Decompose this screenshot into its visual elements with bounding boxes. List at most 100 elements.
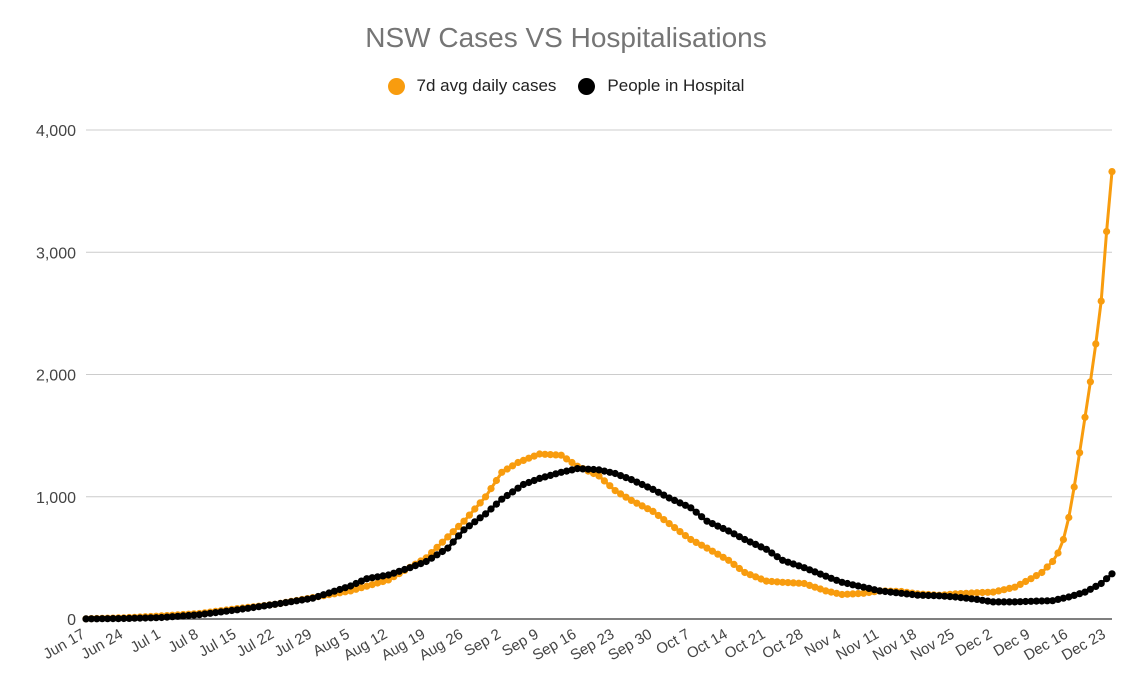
data-point[interactable] bbox=[1081, 413, 1089, 421]
data-point[interactable] bbox=[714, 522, 722, 530]
data-point[interactable] bbox=[271, 600, 279, 608]
data-point[interactable] bbox=[654, 488, 663, 496]
data-point[interactable] bbox=[714, 550, 722, 558]
data-point[interactable] bbox=[487, 505, 495, 513]
data-point[interactable] bbox=[190, 611, 198, 619]
data-point[interactable] bbox=[995, 598, 1003, 606]
data-point[interactable] bbox=[536, 474, 544, 482]
data-point[interactable] bbox=[541, 473, 549, 481]
data-point[interactable] bbox=[660, 516, 668, 524]
data-point[interactable] bbox=[525, 454, 533, 462]
data-point[interactable] bbox=[347, 582, 355, 590]
data-point[interactable] bbox=[114, 615, 122, 623]
data-point[interactable] bbox=[228, 606, 236, 615]
data-point[interactable] bbox=[163, 613, 171, 621]
data-point[interactable] bbox=[482, 510, 490, 518]
data-point[interactable] bbox=[681, 501, 690, 509]
data-point[interactable] bbox=[644, 483, 652, 491]
data-point[interactable] bbox=[492, 476, 500, 485]
data-point[interactable] bbox=[476, 499, 484, 507]
data-point[interactable] bbox=[438, 538, 446, 546]
data-point[interactable] bbox=[865, 584, 873, 593]
data-point[interactable] bbox=[482, 493, 490, 501]
data-point[interactable] bbox=[525, 478, 533, 487]
data-point[interactable] bbox=[638, 480, 646, 489]
data-point[interactable] bbox=[762, 545, 771, 553]
data-point[interactable] bbox=[363, 575, 371, 583]
data-point[interactable] bbox=[698, 541, 706, 549]
data-point[interactable] bbox=[1070, 483, 1078, 491]
data-point[interactable] bbox=[989, 588, 997, 596]
data-point[interactable] bbox=[1076, 590, 1084, 598]
data-point[interactable] bbox=[460, 517, 468, 525]
data-point[interactable] bbox=[811, 568, 819, 576]
data-point[interactable] bbox=[806, 566, 814, 574]
data-point[interactable] bbox=[314, 592, 322, 601]
data-point[interactable] bbox=[676, 499, 684, 507]
data-point[interactable] bbox=[768, 549, 776, 557]
data-point[interactable] bbox=[498, 468, 506, 476]
data-point[interactable] bbox=[984, 597, 992, 605]
data-point[interactable] bbox=[725, 527, 733, 535]
data-point[interactable] bbox=[503, 465, 511, 473]
data-point[interactable] bbox=[1097, 579, 1105, 588]
data-point[interactable] bbox=[595, 466, 603, 474]
data-point[interactable] bbox=[946, 593, 954, 601]
data-point[interactable] bbox=[352, 579, 360, 588]
data-point[interactable] bbox=[795, 579, 803, 587]
data-point[interactable] bbox=[379, 572, 387, 580]
data-point[interactable] bbox=[703, 544, 711, 552]
data-point[interactable] bbox=[1000, 598, 1008, 606]
data-point[interactable] bbox=[600, 467, 609, 475]
data-point[interactable] bbox=[141, 614, 149, 622]
data-point[interactable] bbox=[433, 543, 441, 552]
data-point[interactable] bbox=[843, 590, 852, 598]
data-point[interactable] bbox=[654, 511, 663, 520]
data-point[interactable] bbox=[395, 567, 403, 575]
data-point[interactable] bbox=[422, 557, 430, 566]
data-point[interactable] bbox=[320, 591, 328, 599]
data-point[interactable] bbox=[595, 472, 603, 480]
data-point[interactable] bbox=[708, 520, 717, 528]
data-point[interactable] bbox=[449, 528, 457, 536]
data-point[interactable] bbox=[903, 590, 911, 598]
data-point[interactable] bbox=[698, 513, 706, 521]
data-point[interactable] bbox=[784, 579, 792, 587]
data-point[interactable] bbox=[1108, 168, 1116, 176]
data-point[interactable] bbox=[649, 485, 657, 493]
data-point[interactable] bbox=[168, 613, 176, 621]
data-point[interactable] bbox=[563, 467, 571, 475]
data-point[interactable] bbox=[428, 549, 436, 557]
data-point[interactable] bbox=[195, 611, 203, 619]
data-point[interactable] bbox=[978, 588, 987, 597]
data-point[interactable] bbox=[109, 615, 117, 623]
data-point[interactable] bbox=[606, 482, 614, 490]
legend-item-hospital[interactable]: People in Hospital bbox=[578, 76, 744, 96]
data-point[interactable] bbox=[514, 458, 522, 467]
data-point[interactable] bbox=[557, 468, 565, 476]
data-point[interactable] bbox=[822, 572, 830, 580]
data-point[interactable] bbox=[374, 579, 382, 587]
data-point[interactable] bbox=[1011, 583, 1019, 591]
data-point[interactable] bbox=[973, 595, 981, 604]
data-point[interactable] bbox=[627, 496, 636, 504]
data-point[interactable] bbox=[390, 569, 398, 577]
data-point[interactable] bbox=[1011, 598, 1019, 606]
data-point[interactable] bbox=[249, 603, 257, 612]
data-point[interactable] bbox=[968, 589, 976, 597]
data-point[interactable] bbox=[827, 574, 835, 582]
data-point[interactable] bbox=[568, 458, 576, 467]
data-point[interactable] bbox=[735, 564, 744, 573]
data-point[interactable] bbox=[644, 505, 652, 513]
data-point[interactable] bbox=[357, 577, 365, 585]
data-point[interactable] bbox=[1076, 449, 1084, 457]
data-point[interactable] bbox=[503, 491, 511, 500]
data-point[interactable] bbox=[1038, 568, 1046, 577]
data-point[interactable] bbox=[336, 585, 344, 594]
data-point[interactable] bbox=[546, 451, 555, 459]
data-point[interactable] bbox=[352, 585, 360, 593]
data-point[interactable] bbox=[1070, 591, 1078, 600]
data-point[interactable] bbox=[563, 455, 571, 463]
data-point[interactable] bbox=[978, 596, 987, 604]
data-point[interactable] bbox=[1027, 597, 1035, 605]
